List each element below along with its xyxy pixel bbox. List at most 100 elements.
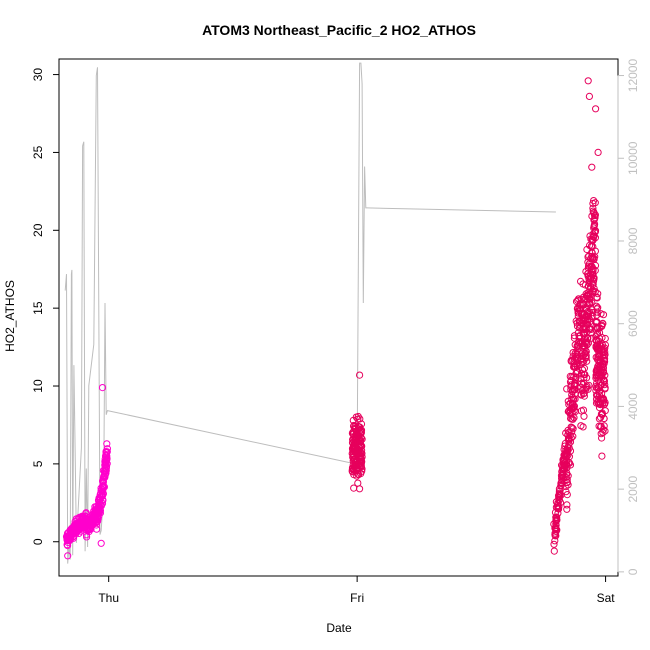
data-point [580,370,588,379]
data-point [579,280,587,288]
data-point [596,351,604,359]
data-point [64,552,72,560]
data-point [600,378,608,386]
data-point [102,461,110,469]
data-point [600,360,608,368]
data-point [592,387,600,395]
data-point [564,426,572,434]
data-point [96,506,104,514]
y2-tick-label: 0 [626,568,640,575]
y2-tick-label: 4000 [626,393,640,420]
data-point [601,334,609,343]
data-point [593,318,601,326]
data-point [554,501,562,510]
data-point [63,536,71,544]
y-tick-label: 10 [31,379,45,393]
data-point [99,482,107,490]
data-point [581,339,589,347]
data-point [590,197,598,205]
data-point [597,430,605,438]
data-point [591,220,599,228]
data-point [600,352,608,360]
data-point [99,474,108,482]
data-point [583,301,592,309]
data-point [591,227,600,235]
data-point [585,295,593,303]
data-point [566,399,574,408]
data-point [580,412,588,420]
data-point [591,247,600,255]
data-point [592,302,601,310]
data-point [550,540,558,548]
data-point [600,356,608,364]
data-point [592,391,601,399]
data-point [593,379,601,387]
data-point [98,490,106,498]
data-point [580,326,588,334]
data-point [577,360,585,368]
data-point [78,514,86,522]
data-point [569,356,577,364]
data-point [563,501,571,509]
data-point [570,334,579,342]
data-point [552,520,560,528]
y2-tick-label: 10000 [626,141,640,175]
data-point [589,265,597,273]
altitude-line [64,62,556,564]
data-point [594,362,602,370]
data-point [593,294,601,302]
data-point [349,430,357,438]
data-point [585,260,594,268]
data-point [75,521,84,529]
data-point [598,410,606,418]
data-point [601,400,609,408]
data-point [356,438,364,446]
data-point [563,469,571,477]
data-point [348,468,356,476]
data-point [85,518,93,527]
data-point [599,351,607,359]
data-point [590,284,598,292]
y-tick-label: 30 [31,68,45,82]
data-point [348,445,357,453]
data-point [572,373,580,381]
y-tick-label: 15 [31,301,45,315]
data-point [563,456,571,464]
data-point [569,399,577,407]
y-tick-label: 20 [31,223,45,237]
y-tick-label: 0 [31,538,45,545]
data-point [582,305,591,313]
data-point [591,211,600,219]
x-axis-label: Date [326,621,352,635]
data-point [551,537,559,545]
data-point [354,415,362,423]
data-point [589,236,597,244]
data-point [357,463,365,471]
data-point [599,429,607,437]
data-point [570,386,579,394]
data-point [593,329,602,337]
data-point [567,381,575,389]
data-point [563,505,571,513]
data-point [567,357,575,365]
data-point [580,342,589,350]
data-point [349,446,357,454]
data-point [592,105,600,113]
data-point [589,277,598,285]
data-point [569,425,577,433]
data-point [562,483,570,491]
data-point [578,310,586,318]
data-point [102,451,110,459]
data-point [599,348,608,356]
y2-tick-label: 12000 [626,59,640,93]
data-point [594,290,602,298]
data-point [93,525,101,533]
data-point [553,513,561,521]
data-point [589,287,598,295]
data-point [564,447,572,455]
data-point [550,547,558,555]
chart-title: ATOM3 Northeast_Pacific_2 HO2_ATHOS [202,22,476,38]
data-point [596,340,604,349]
data-point [595,400,603,408]
